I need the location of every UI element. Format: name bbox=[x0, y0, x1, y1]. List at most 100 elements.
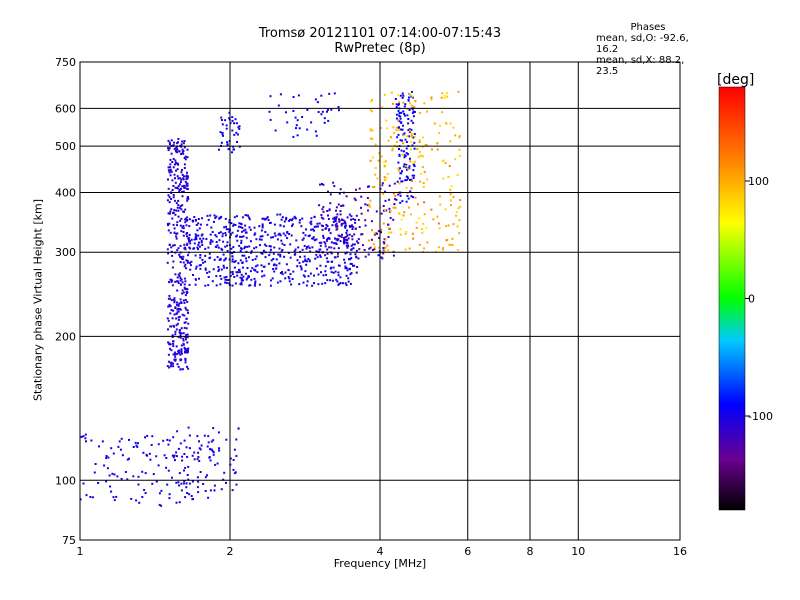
data-point bbox=[113, 473, 116, 476]
data-point bbox=[181, 459, 184, 462]
data-point bbox=[403, 134, 406, 137]
data-point bbox=[330, 241, 333, 244]
data-point bbox=[406, 108, 409, 110]
data-point bbox=[276, 281, 279, 284]
data-point bbox=[380, 256, 383, 259]
data-point bbox=[272, 236, 274, 239]
data-point bbox=[346, 242, 349, 245]
data-point bbox=[182, 227, 185, 230]
data-point bbox=[441, 160, 444, 162]
data-point bbox=[216, 244, 219, 247]
data-point bbox=[187, 426, 190, 429]
data-point bbox=[338, 192, 341, 195]
data-point bbox=[307, 245, 310, 248]
data-point bbox=[449, 140, 452, 143]
data-point bbox=[315, 250, 318, 253]
data-point bbox=[135, 444, 138, 447]
data-point bbox=[208, 456, 211, 459]
data-point bbox=[168, 201, 171, 204]
data-point bbox=[168, 141, 171, 144]
data-point bbox=[182, 342, 185, 345]
data-point bbox=[222, 253, 225, 256]
data-point bbox=[177, 138, 180, 140]
data-point bbox=[459, 199, 462, 201]
data-point bbox=[230, 247, 233, 250]
data-point bbox=[183, 351, 186, 354]
data-point bbox=[344, 265, 347, 268]
data-point bbox=[186, 365, 188, 368]
data-point bbox=[430, 208, 433, 211]
data-point bbox=[444, 121, 447, 124]
data-point bbox=[180, 208, 183, 211]
data-point bbox=[171, 189, 174, 191]
data-point bbox=[407, 122, 410, 125]
data-point bbox=[245, 260, 248, 263]
data-point bbox=[180, 332, 183, 335]
data-point bbox=[172, 345, 175, 348]
data-point bbox=[412, 237, 415, 240]
data-point bbox=[263, 274, 266, 277]
data-point bbox=[323, 241, 326, 244]
data-point bbox=[179, 224, 182, 227]
data-point bbox=[149, 458, 152, 461]
data-point bbox=[254, 232, 257, 235]
data-point bbox=[169, 297, 172, 300]
data-point bbox=[213, 258, 216, 261]
data-point bbox=[312, 236, 315, 239]
data-point bbox=[172, 436, 175, 439]
data-point bbox=[326, 252, 329, 255]
data-point bbox=[234, 282, 237, 285]
data-point bbox=[256, 264, 259, 267]
data-point bbox=[263, 243, 266, 246]
data-point bbox=[346, 246, 349, 249]
data-point bbox=[178, 275, 181, 277]
data-point bbox=[324, 227, 327, 230]
data-point bbox=[186, 182, 189, 185]
data-point bbox=[409, 92, 411, 95]
data-point bbox=[355, 271, 358, 274]
data-point bbox=[414, 135, 417, 138]
data-point bbox=[327, 108, 329, 111]
data-point bbox=[395, 103, 398, 106]
data-point bbox=[232, 145, 235, 148]
data-point bbox=[398, 167, 401, 170]
data-point bbox=[191, 454, 194, 457]
data-point bbox=[167, 297, 170, 300]
data-point bbox=[360, 195, 363, 198]
data-point bbox=[228, 282, 231, 285]
data-point bbox=[172, 211, 175, 214]
data-point bbox=[412, 169, 415, 172]
chart-title: Tromsø 20121101 07:14:00-07:15:43 RwPret… bbox=[250, 26, 510, 56]
data-point bbox=[318, 222, 321, 225]
data-point bbox=[421, 146, 424, 149]
data-point bbox=[193, 242, 196, 245]
data-point bbox=[353, 197, 356, 200]
data-point bbox=[111, 472, 114, 475]
data-point bbox=[259, 235, 262, 238]
data-point bbox=[289, 273, 292, 276]
data-point bbox=[169, 365, 172, 368]
data-point bbox=[260, 264, 263, 267]
data-point bbox=[98, 445, 100, 448]
data-point bbox=[167, 443, 170, 446]
data-point bbox=[438, 195, 441, 198]
data-point bbox=[281, 271, 283, 273]
data-point bbox=[168, 243, 171, 246]
data-point bbox=[409, 102, 412, 104]
data-point bbox=[248, 226, 251, 229]
data-point bbox=[310, 228, 313, 231]
data-point bbox=[198, 245, 201, 248]
data-point bbox=[337, 283, 340, 286]
data-point bbox=[269, 284, 272, 287]
data-point bbox=[151, 435, 154, 438]
data-point bbox=[335, 217, 338, 220]
data-point bbox=[267, 262, 270, 265]
data-point bbox=[195, 224, 198, 226]
data-point bbox=[454, 158, 457, 161]
data-point bbox=[418, 243, 421, 246]
data-point bbox=[299, 255, 302, 258]
data-point bbox=[261, 252, 264, 255]
data-point bbox=[196, 476, 199, 479]
data-point bbox=[349, 253, 352, 256]
